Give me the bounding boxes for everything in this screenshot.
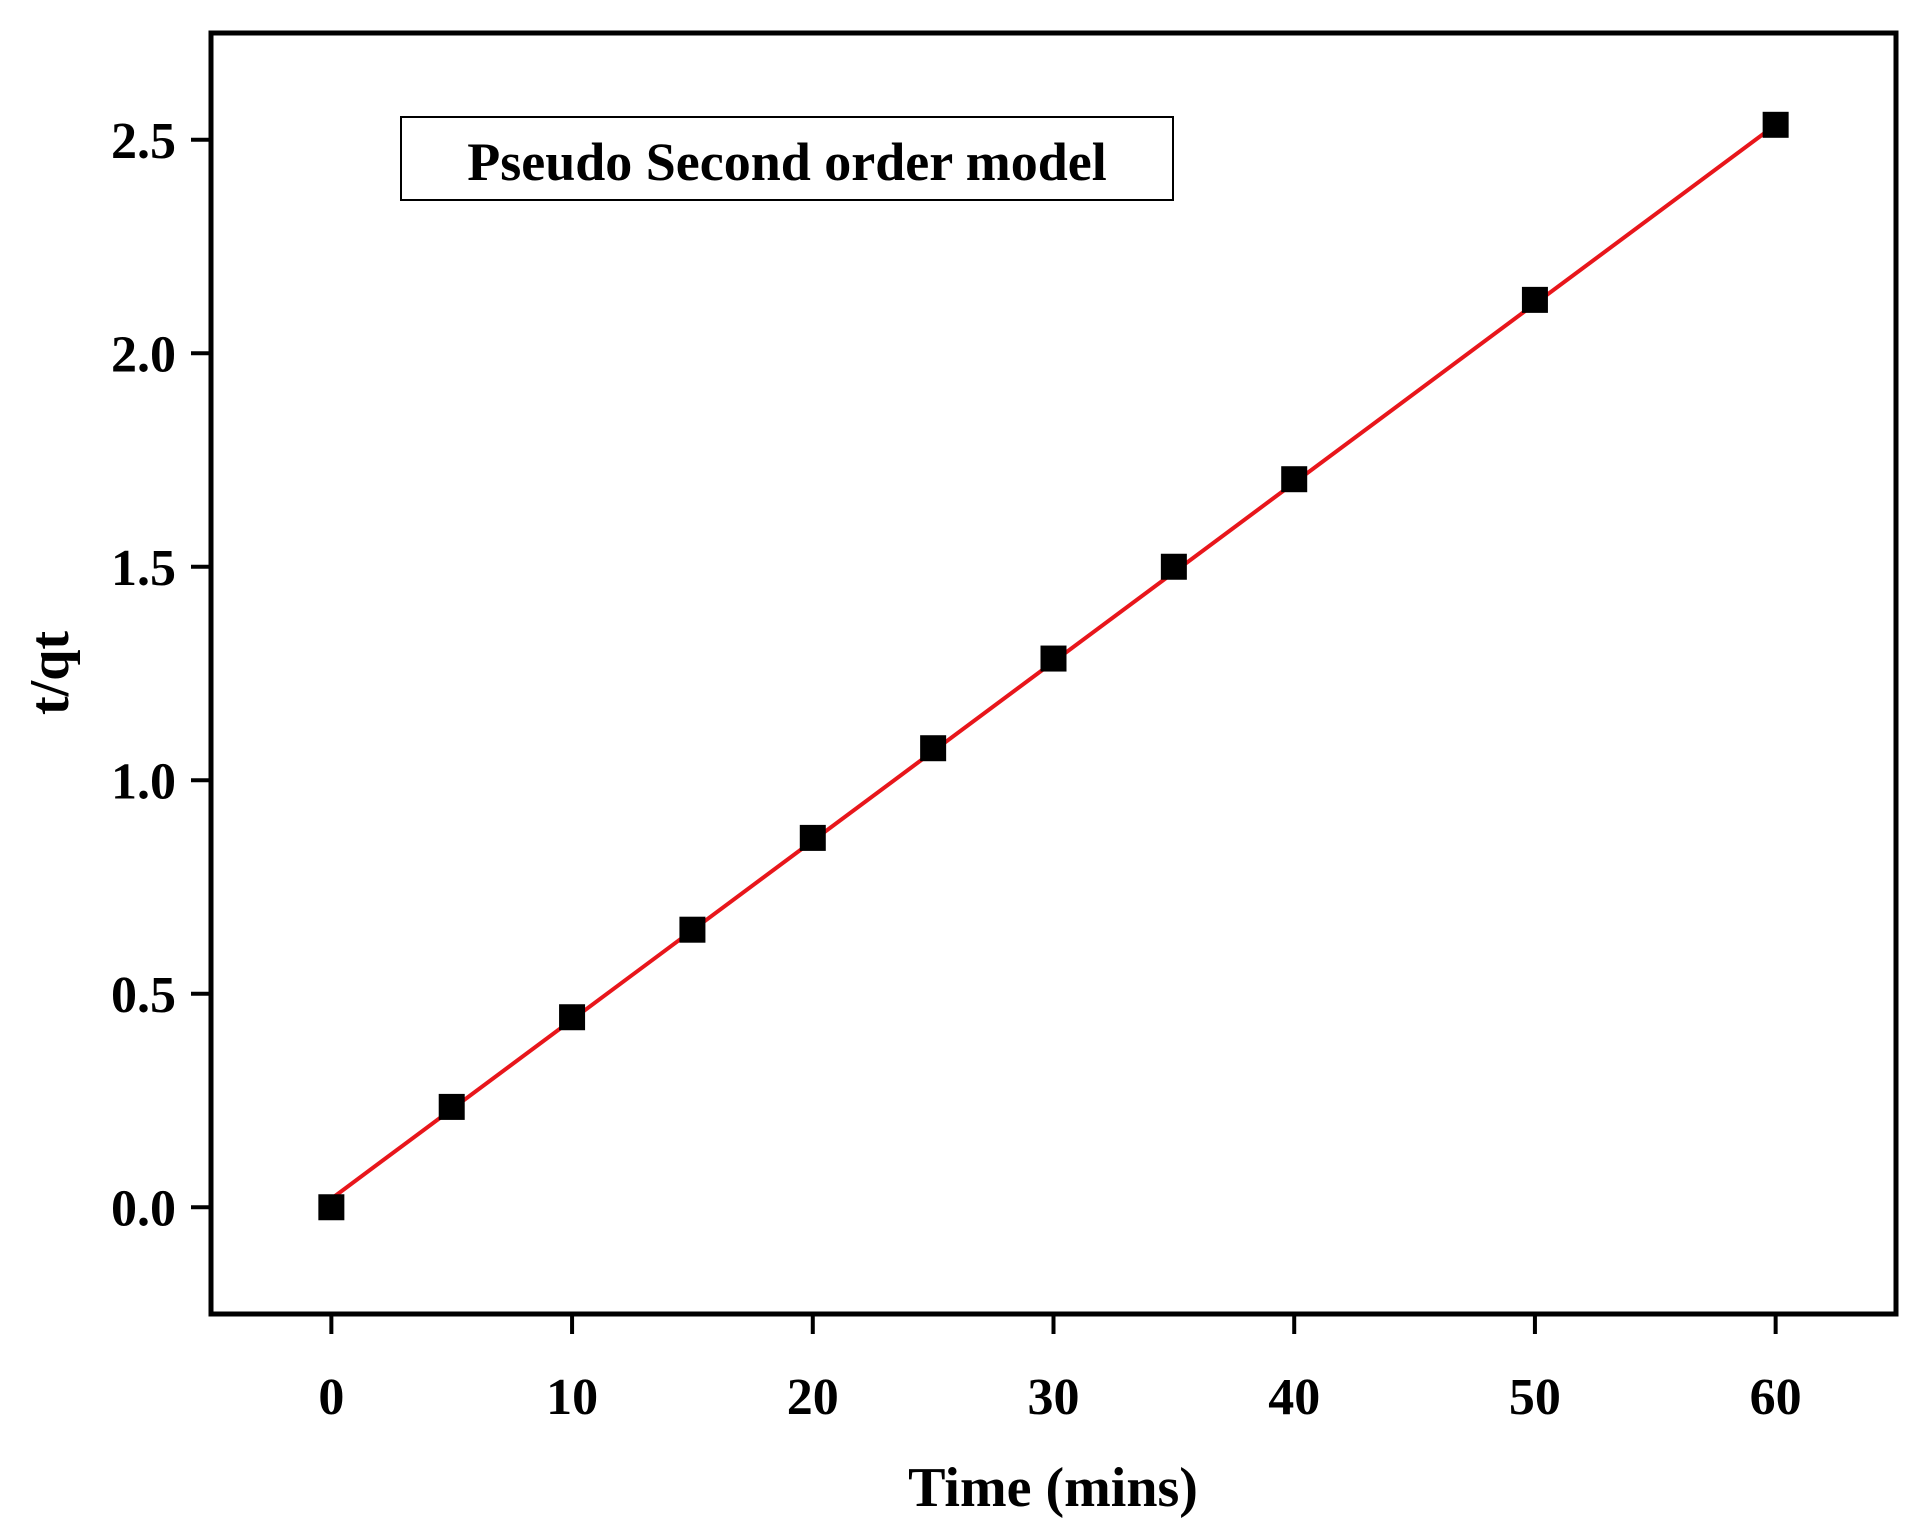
x-axis-title: Time (mins) <box>908 1457 1198 1519</box>
data-point <box>1040 645 1067 672</box>
y-tick-label: 2.5 <box>111 113 176 170</box>
data-point <box>799 824 826 851</box>
data-point <box>559 1004 586 1031</box>
data-point <box>679 916 706 943</box>
y-tick-label: 0.0 <box>111 1180 176 1237</box>
data-point <box>920 735 947 762</box>
chart-title: Pseudo Second order model <box>467 132 1107 192</box>
x-tick-label: 50 <box>1509 1369 1561 1426</box>
x-tick-label: 10 <box>546 1369 598 1426</box>
data-points <box>318 111 1789 1221</box>
data-point <box>1521 286 1548 313</box>
x-tick-label: 30 <box>1028 1369 1080 1426</box>
data-point <box>1160 553 1187 580</box>
title-box <box>400 116 1174 201</box>
data-point <box>1281 466 1308 493</box>
x-tick-label: 0 <box>318 1369 344 1426</box>
data-point <box>438 1093 465 1120</box>
x-tick-label: 40 <box>1268 1369 1320 1426</box>
ticks <box>191 137 1778 1334</box>
y-tick-label: 1.0 <box>111 753 176 810</box>
tick-labels: 0 10 20 30 40 50 60 0.0 0.5 1.0 1.5 2.0 2.5 <box>111 113 1802 1426</box>
y-tick-label: 0.5 <box>111 967 176 1024</box>
data-point <box>1762 111 1789 138</box>
x-tick-label: 60 <box>1750 1369 1802 1426</box>
data-point <box>318 1194 345 1221</box>
y-axis-title: t/qt <box>19 631 81 715</box>
y-tick-label: 2.0 <box>111 326 176 383</box>
y-tick-label: 1.5 <box>111 540 176 597</box>
x-tick-label: 20 <box>787 1369 839 1426</box>
